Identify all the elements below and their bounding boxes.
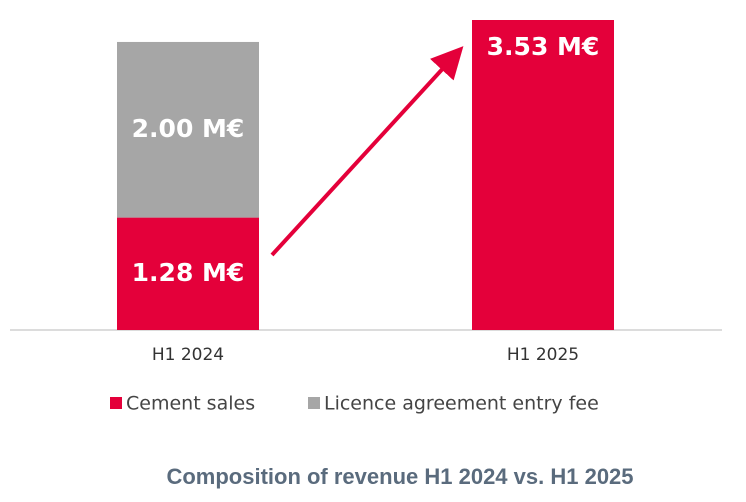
value-label: 1.28 M€ (132, 258, 245, 287)
legend-swatch (308, 397, 320, 409)
growth-arrow (270, 46, 464, 257)
x-tick-label: H1 2025 (507, 345, 579, 365)
x-tick-label: H1 2024 (152, 345, 224, 365)
chart-title: Composition of revenue H1 2024 vs. H1 20… (166, 464, 633, 489)
bar-segment (472, 20, 614, 330)
value-label: 2.00 M€ (132, 114, 245, 143)
bar-segment (117, 41, 259, 218)
legend-label: Licence agreement entry fee (324, 393, 599, 415)
legend-swatch (110, 397, 122, 409)
value-label: 3.53 M€ (487, 32, 600, 61)
bar-segment (117, 217, 259, 330)
legend-label: Cement sales (126, 393, 255, 415)
